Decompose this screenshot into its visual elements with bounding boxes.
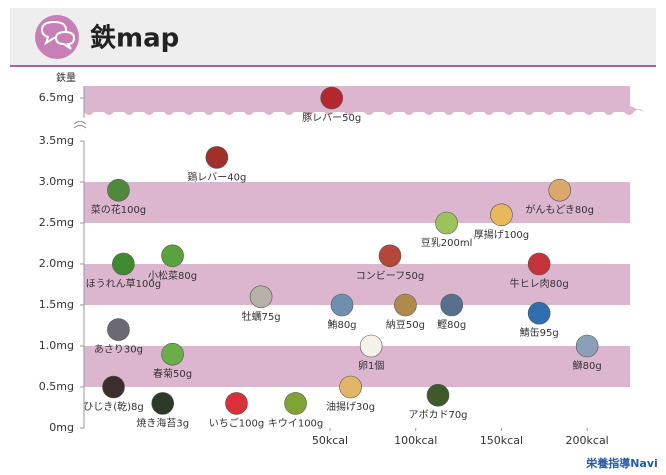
food-marker bbox=[249, 285, 273, 309]
food-marker bbox=[102, 375, 125, 399]
food-label: 鰤80g bbox=[573, 359, 602, 372]
food-marker bbox=[330, 293, 354, 317]
axis-break bbox=[73, 125, 87, 129]
x-tick-label: 150kcal bbox=[480, 434, 523, 447]
plot-area: 0mg 0.5mg 1.0mg 1.5mg 2.0mg 2.5mg 3.0mg 3.5mg 6.… bbox=[39, 86, 644, 447]
food-label: 鰹80g bbox=[437, 318, 466, 331]
food-label: 卵1個 bbox=[358, 359, 384, 372]
food-marker bbox=[527, 301, 551, 325]
food-marker bbox=[205, 146, 229, 169]
bubble-icon bbox=[54, 30, 76, 50]
food-label: 牛ヒレ肉80g bbox=[510, 277, 569, 290]
food-marker bbox=[426, 383, 450, 407]
food-marker bbox=[339, 375, 362, 399]
food-label: 春菊50g bbox=[153, 368, 192, 380]
food-marker bbox=[225, 392, 248, 415]
axis-break bbox=[84, 106, 644, 115]
food-label: 豚レバー50g bbox=[302, 112, 361, 124]
food-label: ほうれん草100g bbox=[86, 278, 161, 290]
food-label: 牡蠣75g bbox=[242, 310, 281, 323]
y-tick-label: 2.5mg bbox=[39, 216, 74, 229]
food-label: 油揚げ30g bbox=[326, 400, 375, 413]
food-marker bbox=[151, 392, 175, 415]
food-marker bbox=[435, 211, 458, 235]
axis-break bbox=[73, 121, 87, 125]
food-label: ひじき(乾)8g bbox=[83, 400, 144, 413]
x-tick-label: 50kcal bbox=[312, 434, 348, 447]
food-marker bbox=[107, 318, 130, 341]
food-marker bbox=[112, 252, 135, 276]
food-label: 豆乳200ml bbox=[421, 236, 473, 249]
header-bar bbox=[10, 8, 656, 66]
footer-logo: 栄養指導Navi bbox=[585, 456, 658, 470]
food-label: あさり30g bbox=[94, 344, 143, 356]
food-label: いちご100g bbox=[209, 416, 264, 429]
y-axis-title: 鉄量 bbox=[56, 71, 76, 84]
food-label: 焼き海苔3g bbox=[136, 416, 189, 429]
food-marker bbox=[575, 334, 599, 358]
food-marker bbox=[378, 244, 402, 268]
food-marker bbox=[527, 252, 551, 276]
food-marker bbox=[161, 244, 184, 268]
y-tick-label: 2.0mg bbox=[39, 257, 74, 270]
x-tick-label: 200kcal bbox=[566, 434, 609, 447]
food-marker bbox=[107, 178, 130, 202]
chart-title: 鉄map bbox=[90, 23, 179, 54]
food-marker bbox=[320, 86, 344, 110]
band bbox=[84, 182, 630, 223]
food-label: 鶏レバー40g bbox=[187, 170, 246, 183]
food-marker bbox=[548, 178, 572, 202]
food-label: 納豆50g bbox=[386, 318, 425, 331]
y-tick-label: 3.5mg bbox=[39, 134, 74, 147]
y-tick-label: 3.0mg bbox=[39, 175, 74, 188]
food-marker bbox=[284, 392, 307, 415]
food-label: 鮪80g bbox=[327, 318, 356, 331]
food-marker bbox=[394, 293, 417, 317]
food-marker bbox=[359, 334, 383, 358]
food-label: キウイ100g bbox=[268, 417, 323, 429]
food-label: 厚揚げ100g bbox=[474, 228, 529, 241]
food-marker bbox=[440, 293, 464, 317]
food-label: 菜の花100g bbox=[91, 203, 146, 216]
food-label: コンビーフ50g bbox=[356, 270, 424, 282]
y-tick-label: 1.5mg bbox=[39, 298, 74, 311]
food-marker bbox=[161, 342, 184, 366]
food-label: 小松菜80g bbox=[148, 269, 197, 282]
y-tick-label: 0.5mg bbox=[39, 380, 74, 393]
bubble-icon bbox=[40, 20, 68, 46]
food-label: 鯖缶95g bbox=[520, 326, 559, 339]
y-tick-label: 1.0mg bbox=[39, 339, 74, 352]
food-label: がんもどき80g bbox=[525, 203, 594, 216]
y-tick-label: 0mg bbox=[49, 421, 74, 434]
y-tick-label: 6.5mg bbox=[39, 91, 74, 104]
food-marker bbox=[490, 203, 513, 227]
food-label: アボカド70g bbox=[408, 409, 467, 421]
x-tick-label: 100kcal bbox=[394, 434, 437, 447]
